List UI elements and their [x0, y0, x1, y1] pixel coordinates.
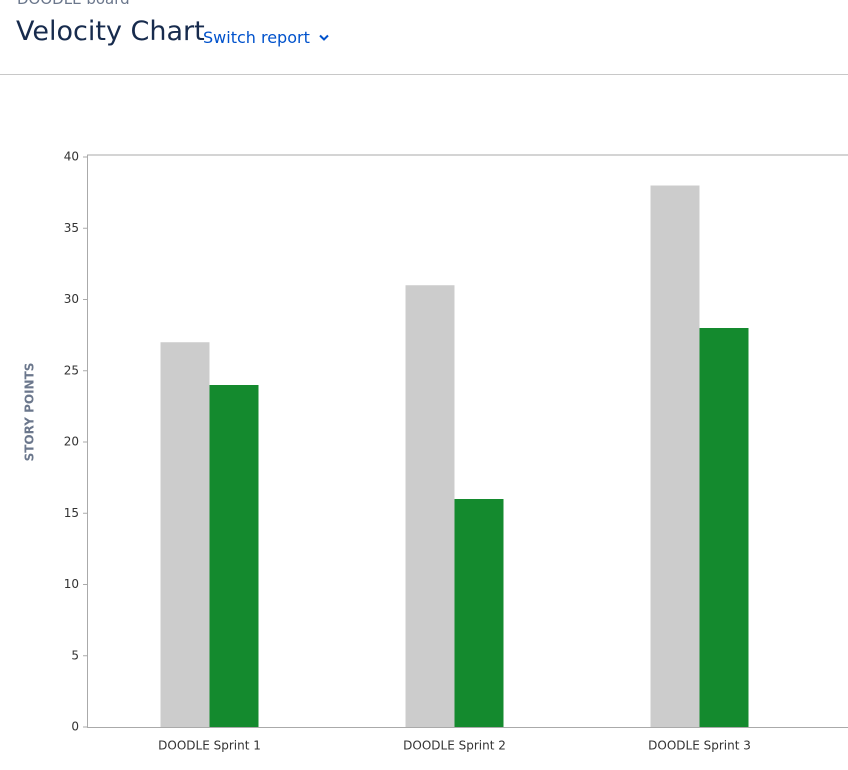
- y-tick-label: 40: [64, 150, 79, 164]
- chevron-icon: [319, 34, 329, 41]
- x-tick-label: DOODLE Sprint 2: [403, 739, 506, 753]
- bar: [699, 328, 749, 727]
- y-tick-label: 0: [71, 720, 79, 734]
- switch-report[interactable]: Switch report: [203, 28, 329, 47]
- page-title: Velocity Chart: [16, 16, 205, 47]
- bar: [160, 342, 210, 727]
- y-tick-label: 10: [64, 577, 79, 591]
- y-tick-label: 20: [64, 435, 79, 449]
- bar: [650, 185, 700, 727]
- bar: [209, 385, 259, 727]
- x-tick-label: DOODLE Sprint 1: [158, 739, 261, 753]
- y-axis-label: STORY POINTS: [23, 363, 37, 462]
- y-tick-label: 35: [64, 221, 79, 235]
- header: DOODLE board Velocity Chart Switch repor…: [0, 0, 848, 75]
- y-tick-label: 5: [71, 648, 79, 662]
- y-tick-label: 15: [64, 506, 79, 520]
- bar: [405, 285, 455, 727]
- y-tick-label: 30: [64, 292, 79, 306]
- bar: [454, 499, 504, 727]
- y-tick-label: 25: [64, 363, 79, 377]
- x-tick-label: DOODLE Sprint 3: [648, 739, 751, 753]
- board-name[interactable]: DOODLE board: [17, 0, 130, 8]
- switch-report-label[interactable]: Switch report: [203, 28, 310, 47]
